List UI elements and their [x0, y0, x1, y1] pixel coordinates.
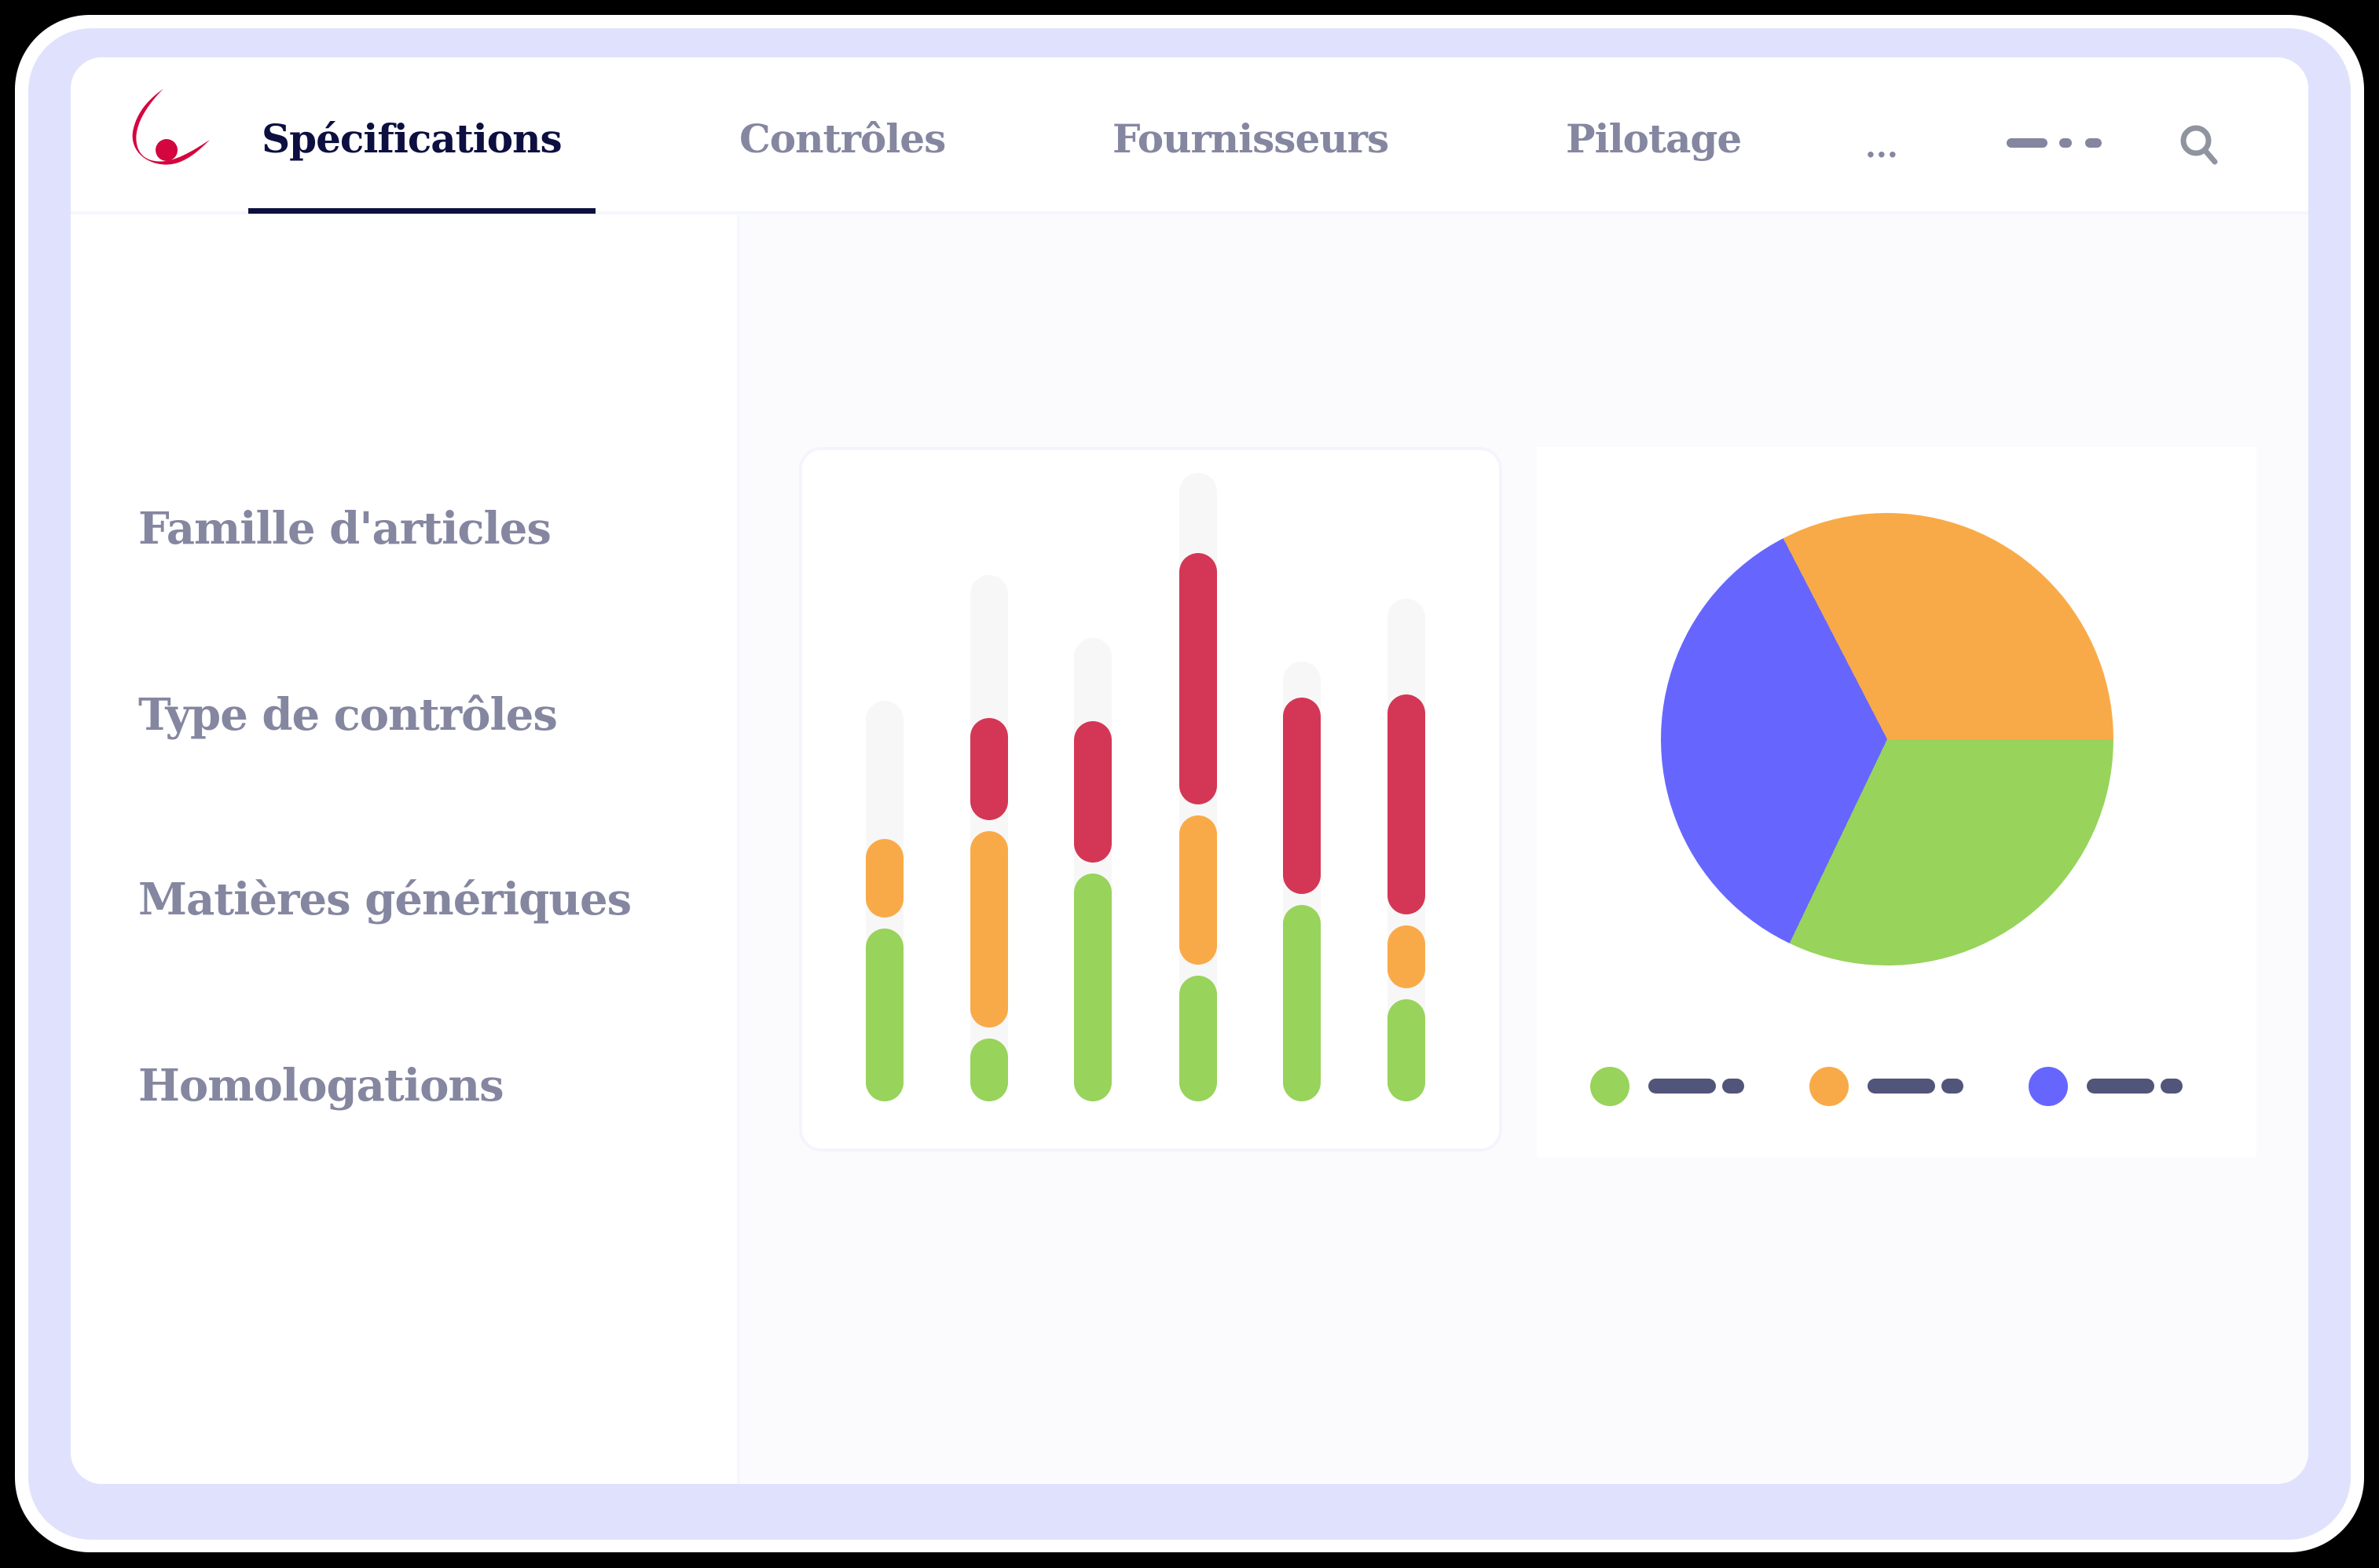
bar-segment-orange[interactable]	[970, 831, 1008, 1028]
brand-logo-icon[interactable]	[129, 89, 215, 167]
legend-color-dot	[2029, 1067, 2068, 1106]
tab-fournisseurs[interactable]: Fournisseurs	[1113, 115, 1389, 162]
active-tab-indicator	[248, 208, 596, 214]
tab-specifications[interactable]: Spécifications	[262, 115, 563, 162]
legend-value-placeholder	[1722, 1079, 1744, 1094]
bar-segment-red[interactable]	[1179, 553, 1217, 804]
app-window: Spécifications Contrôles Fournisseurs Pi…	[71, 57, 2308, 1484]
bar-segment-green[interactable]	[1074, 874, 1112, 1101]
tab-pilotage[interactable]: Pilotage	[1566, 115, 1742, 162]
apps-menu-icon[interactable]	[2007, 138, 2102, 148]
dashboard-main	[740, 214, 2308, 1484]
bar-segment-red[interactable]	[1074, 721, 1112, 863]
bar-segment-green[interactable]	[1283, 905, 1321, 1101]
sidebar-item-matieres-generiques[interactable]: Matières génériques	[138, 874, 632, 925]
bar-segment-orange[interactable]	[1387, 925, 1425, 988]
bar-segment-green[interactable]	[866, 929, 904, 1101]
bar-segment-red[interactable]	[1387, 694, 1425, 914]
legend-value-placeholder	[2161, 1079, 2183, 1094]
top-navigation: Spécifications Contrôles Fournisseurs Pi…	[71, 57, 2308, 214]
tab-controles[interactable]: Contrôles	[739, 115, 946, 162]
bar-segment-green[interactable]	[1387, 999, 1425, 1101]
legend-value-placeholder	[1941, 1079, 1963, 1094]
bar-segment-red[interactable]	[1283, 698, 1321, 894]
legend-label-placeholder	[1648, 1079, 1716, 1094]
bar-segment-green[interactable]	[1179, 976, 1217, 1101]
search-icon[interactable]	[2179, 122, 2224, 167]
legend-color-dot	[1590, 1067, 1629, 1106]
pie-chart	[1661, 513, 2113, 965]
sidebar: Famille d'articles Type de contrôles Mat…	[71, 214, 740, 1484]
legend-label-placeholder	[1868, 1079, 1935, 1094]
sidebar-item-type-controles[interactable]: Type de contrôles	[138, 689, 558, 741]
bar-segment-green[interactable]	[970, 1039, 1008, 1101]
bar-segment-orange[interactable]	[1179, 815, 1217, 965]
sidebar-item-famille-articles[interactable]: Famille d'articles	[138, 503, 552, 555]
sidebar-item-homologations[interactable]: Homologations	[138, 1060, 504, 1112]
legend-color-dot	[1809, 1067, 1849, 1106]
bar-segment-orange[interactable]	[866, 839, 904, 918]
legend-label-placeholder	[2087, 1079, 2154, 1094]
stacked-bar-chart-card	[799, 447, 1502, 1152]
bar-segment-red[interactable]	[970, 718, 1008, 820]
more-tabs-button[interactable]: ...	[1865, 128, 1898, 165]
pie-chart-card	[1537, 447, 2256, 1157]
